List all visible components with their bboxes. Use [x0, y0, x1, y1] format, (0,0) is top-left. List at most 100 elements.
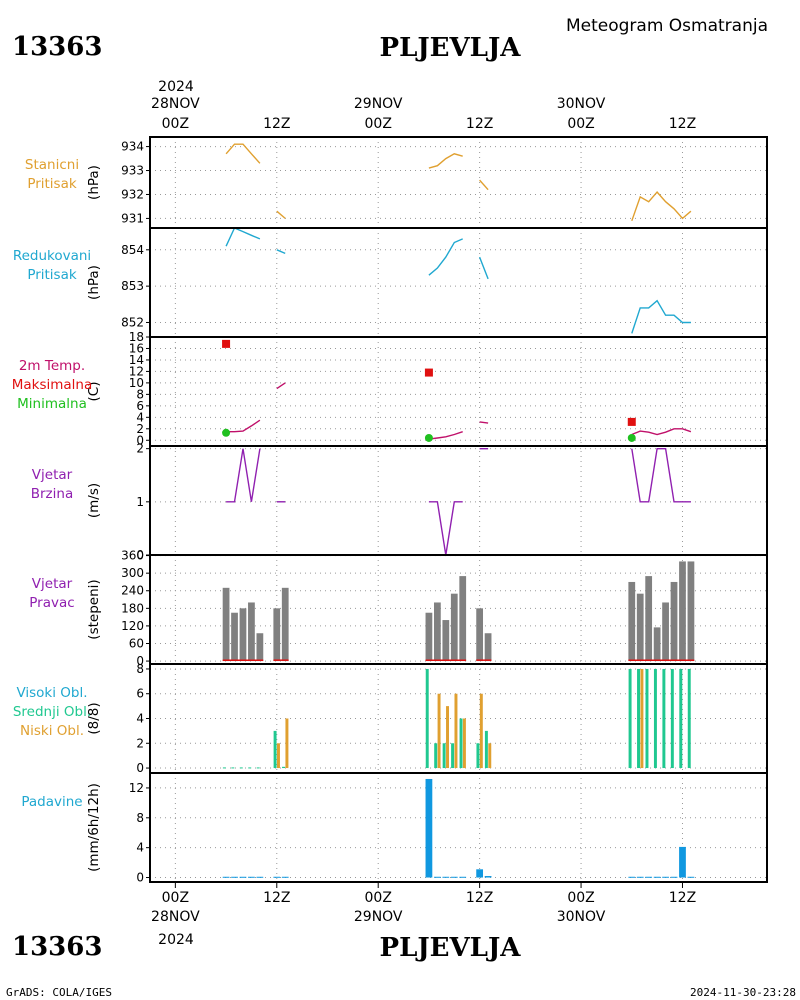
bar-padavine — [442, 876, 450, 878]
bar-padavine — [222, 876, 230, 878]
day-label-bottom: 30NOV — [557, 909, 606, 925]
bar-pravac — [645, 576, 653, 662]
series-line-redukovani — [428, 238, 463, 276]
day-label-top: 29NOV — [354, 96, 403, 112]
day-label-top: 28NOV — [151, 96, 200, 112]
bar-oblaci — [442, 743, 446, 769]
hour12-label-bottom: 12Z — [466, 890, 493, 906]
panel-frame — [149, 772, 768, 883]
bar-pravac — [484, 633, 492, 662]
series-line-temp — [479, 421, 489, 424]
bar-oblaci — [425, 668, 429, 769]
unit-label: (8/8) — [86, 702, 102, 734]
panel-label: 2m Temp. — [19, 358, 85, 374]
y-tick-label: 2 — [136, 442, 144, 456]
y-tick-label: 4 — [136, 410, 144, 424]
day-label-top: 30NOV — [557, 96, 606, 112]
y-tick-label: 300 — [121, 566, 144, 580]
bar-pravac — [239, 608, 247, 662]
series-line-brzina — [631, 448, 691, 503]
panel-label: Vjetar — [32, 576, 73, 592]
bar-padavine — [636, 876, 644, 878]
series-line-redukovani — [276, 249, 286, 255]
hour00-label-bottom: 00Z — [567, 890, 594, 906]
bar-padavine — [256, 876, 264, 878]
bar-oblaci — [256, 767, 260, 769]
y-tick-label: 0 — [136, 654, 144, 668]
bar-oblaci — [434, 743, 438, 769]
bar-pravac — [636, 593, 644, 662]
y-tick-label: 18 — [129, 330, 144, 344]
unit-label: (hPa) — [86, 265, 102, 300]
bar-oblaci — [446, 706, 449, 769]
series-line-stanicni — [479, 179, 489, 191]
bar-oblaci — [662, 668, 666, 769]
bar-pravac — [248, 602, 255, 662]
meteogram-panels: 931 932 933 934 (hPa) Stanicni Pritisak 852 853 8… — [12, 136, 768, 888]
panel-label: Redukovani — [13, 248, 91, 264]
bar-oblaci — [640, 668, 644, 769]
hour12-label-top: 12Z — [263, 116, 290, 132]
y-tick-label: 8 — [136, 387, 144, 401]
bar-padavine — [679, 846, 686, 878]
series-line-stanicni — [225, 143, 261, 164]
y-tick-label: 14 — [129, 353, 144, 367]
bar-pravac — [231, 612, 238, 662]
series-line-temp — [428, 431, 463, 440]
bar-oblaci — [628, 668, 632, 769]
bar-padavine — [248, 876, 255, 878]
y-tick-label: 0 — [136, 548, 144, 562]
bar-oblaci — [273, 730, 277, 769]
unit-label: (C) — [86, 382, 102, 402]
series-line-temp — [226, 419, 261, 433]
max-temp-marker — [222, 339, 231, 348]
bar-padavine — [670, 876, 678, 878]
bar-padavine — [476, 869, 484, 878]
station-name-bottom: PLJEVLJA — [380, 933, 522, 963]
y-tick-label: 0 — [136, 433, 144, 447]
bar-oblaci — [437, 693, 441, 769]
bar-oblaci — [670, 668, 674, 769]
bar-oblaci — [479, 693, 483, 769]
series-line-brzina — [226, 448, 261, 503]
hour12-label-top: 12Z — [466, 116, 493, 132]
max-temp-marker — [424, 368, 433, 377]
series-line-redukovani — [478, 256, 489, 280]
bar-pravac — [628, 581, 636, 662]
y-tick-label: 853 — [121, 279, 144, 293]
bar-oblaci — [276, 743, 280, 769]
y-tick-label: 852 — [121, 315, 144, 329]
panel-label: Pritisak — [27, 267, 77, 283]
bar-padavine — [645, 876, 653, 878]
y-tick-label: 120 — [121, 619, 144, 633]
time-axis-labels: 28NOV 00Z 12Z 00Z 12Z 28NOV 29NOV 00Z 12Z 00Z 12Z 2… — [151, 96, 696, 925]
unit-label: (mm/6h/12h) — [86, 783, 102, 872]
bar-pravac — [425, 612, 433, 662]
bar-oblaci — [687, 668, 691, 769]
unit-label: (stepeni) — [86, 579, 102, 639]
y-tick-label: 932 — [121, 187, 144, 201]
bar-oblaci — [484, 730, 488, 769]
y-tick-label: 8 — [136, 662, 144, 676]
bar-padavine — [231, 876, 238, 878]
bar-oblaci — [637, 668, 641, 769]
bar-pravac — [679, 561, 686, 662]
y-tick-label: 12 — [129, 781, 144, 795]
panel-label: Srednji Obl. — [13, 704, 91, 720]
meteogram-title: Meteogram Osmatranja — [566, 16, 768, 36]
panel-label: Visoki Obl. — [16, 685, 87, 701]
panel-label: Stanicni — [25, 157, 79, 173]
bar-pravac — [687, 561, 695, 662]
bar-pravac — [273, 608, 281, 662]
panel-label: Brzina — [31, 486, 73, 502]
series-line-temp — [276, 382, 286, 390]
bar-oblaci — [454, 693, 458, 769]
bar-pravac — [476, 608, 484, 662]
bar-oblaci — [679, 668, 683, 769]
bar-pravac — [670, 581, 678, 662]
panel-pravac: 0 60 120 180 240 300 360 (stepeni) Vjetar Pravac — [29, 549, 768, 668]
panel-label: Padavine — [21, 794, 82, 810]
